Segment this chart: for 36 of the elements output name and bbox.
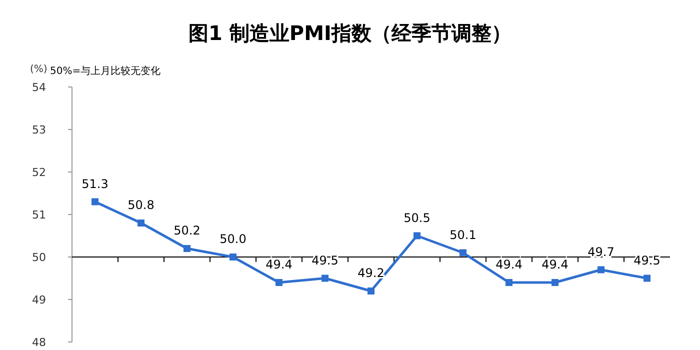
text: 49.5 [634, 253, 660, 268]
point [322, 274, 328, 282]
text: 49.4 [266, 258, 292, 272]
y-tick-label: 48 [32, 336, 46, 349]
point [138, 220, 144, 226]
point [460, 249, 466, 256]
y-tick-label: 52 [32, 166, 46, 179]
chart-title: 图1 制造业PMI指数（经季节调整） [188, 21, 512, 45]
point [414, 232, 420, 240]
text: 50%=与上月比较无变化 [50, 65, 161, 77]
text: 49.5 [312, 253, 338, 268]
point [598, 266, 604, 274]
point [506, 279, 512, 286]
y-axis-title: (%) [30, 64, 48, 75]
point [368, 288, 374, 294]
point [552, 279, 558, 286]
text: 50.8 [128, 198, 154, 212]
y-tick-label: 49 [32, 294, 46, 306]
text: 49.7 [588, 244, 614, 259]
text: 50.2 [174, 224, 200, 238]
point [230, 254, 236, 260]
y-tick-label: 51 [32, 208, 46, 222]
text: 49.4 [496, 258, 522, 272]
text: 50.0 [220, 232, 246, 246]
text: 51.3 [82, 176, 108, 191]
y-tick-label: 53 [32, 124, 46, 136]
y-tick-label: 54 [32, 81, 46, 94]
point [184, 245, 190, 252]
point [644, 274, 650, 282]
point [276, 279, 282, 286]
text: 49.2 [358, 266, 384, 280]
point [92, 198, 98, 206]
text: 50.5 [404, 210, 430, 225]
text: 50.1 [450, 228, 476, 242]
y-tick-label: 50 [32, 251, 46, 264]
text: 49.4 [542, 258, 568, 272]
